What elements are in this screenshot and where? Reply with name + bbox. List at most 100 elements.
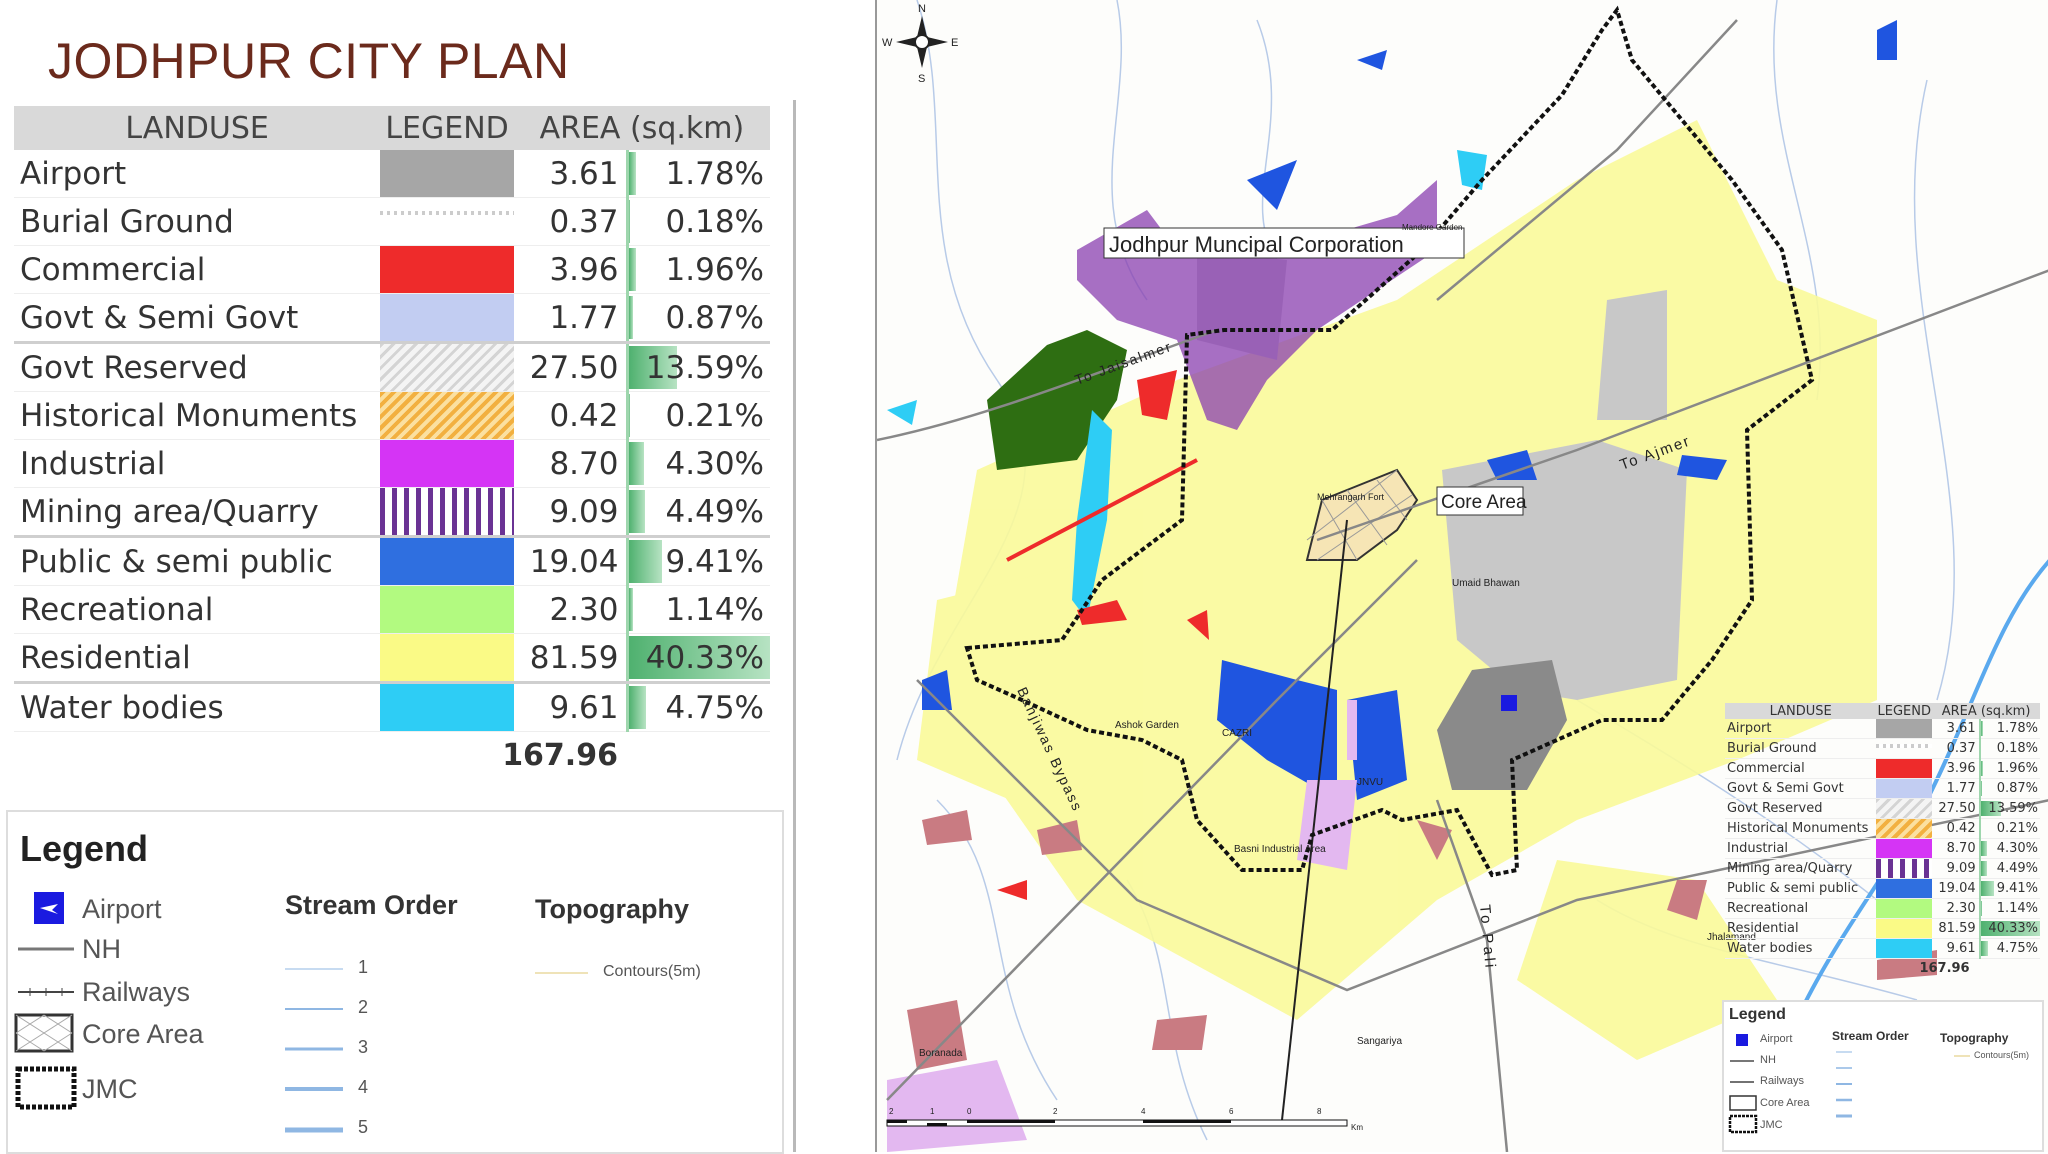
area-value: 3.61 bbox=[514, 150, 628, 198]
core-area-icon bbox=[16, 1015, 72, 1051]
legend-swatch bbox=[1876, 879, 1932, 899]
legend-swatch bbox=[1876, 819, 1932, 839]
page-title: JODHPUR CITY PLAN bbox=[48, 32, 570, 90]
area-value: 3.96 bbox=[1932, 759, 1979, 779]
area-value: 81.59 bbox=[514, 634, 628, 683]
percent-text: 4.30% bbox=[666, 446, 764, 482]
swatch-fill bbox=[380, 344, 514, 391]
swatch-fill bbox=[380, 294, 514, 341]
header-legend: LEGEND bbox=[380, 106, 514, 150]
percent-text: 0.87% bbox=[666, 300, 764, 336]
percent-data-bar bbox=[629, 296, 632, 339]
swatch-fill bbox=[1876, 839, 1932, 858]
compass-n: N bbox=[918, 3, 926, 15]
legend-swatch bbox=[380, 683, 514, 732]
landuse-name: Recreational bbox=[1725, 899, 1876, 919]
jmc-boundary-icon bbox=[18, 1069, 74, 1107]
percent-text: 4.49% bbox=[1997, 861, 2038, 876]
total-spacer bbox=[628, 732, 770, 779]
jmc-callout: Jodhpur Muncipal Corporation bbox=[1104, 228, 1464, 258]
area-percent: 40.33% bbox=[628, 634, 770, 683]
core-area-callout: Core Area bbox=[1437, 487, 1527, 515]
legend-swatch bbox=[380, 246, 514, 294]
landuse-name: Govt & Semi Govt bbox=[1725, 779, 1876, 799]
percent-text: 9.41% bbox=[666, 544, 764, 580]
legend-swatch bbox=[1876, 739, 1932, 759]
area-value: 0.42 bbox=[1932, 819, 1979, 839]
percent-text: 1.14% bbox=[666, 592, 764, 628]
landuse-name: Industrial bbox=[14, 440, 380, 488]
percent-data-bar bbox=[629, 588, 633, 631]
legend-airport-label: Airport bbox=[1760, 1033, 1792, 1045]
total-spacer bbox=[1980, 959, 2040, 978]
legend-swatch bbox=[1876, 719, 1932, 739]
percent-text: 1.78% bbox=[666, 156, 764, 192]
place-mandore: Mandore Garden bbox=[1402, 223, 1462, 232]
percent-text: 0.18% bbox=[666, 204, 764, 240]
area-value: 3.96 bbox=[514, 246, 628, 294]
percent-data-bar bbox=[629, 442, 644, 485]
percent-text: 0.21% bbox=[1997, 821, 2038, 836]
percent-data-bar bbox=[629, 394, 630, 437]
swatch-fill bbox=[1876, 899, 1932, 918]
area-value: 27.50 bbox=[514, 343, 628, 392]
legend-swatch bbox=[1876, 839, 1932, 859]
total-area: 167.96 bbox=[380, 732, 628, 779]
inset-total-row: 167.96 bbox=[1725, 959, 2040, 978]
swatch-fill bbox=[1876, 759, 1932, 778]
swatch-fill bbox=[380, 488, 514, 535]
scale-tick: 2 bbox=[889, 1107, 894, 1116]
contours-label: Contours(5m) bbox=[603, 963, 701, 981]
inset-header-landuse: LANDUSE bbox=[1725, 703, 1876, 719]
landuse-name: Mining area/Quarry bbox=[14, 488, 380, 537]
scale-tick: 1 bbox=[930, 1107, 935, 1116]
legend-swatch bbox=[1876, 779, 1932, 799]
percent-text: 4.75% bbox=[666, 690, 764, 726]
inset-header-legend: LEGEND bbox=[1876, 703, 1932, 719]
place-boranada: Boranada bbox=[919, 1048, 963, 1059]
table-row: Airport 3.61 1.78% bbox=[14, 150, 770, 198]
area-value: 9.61 bbox=[514, 683, 628, 732]
area-value: 9.61 bbox=[1932, 939, 1979, 959]
legend-swatch bbox=[1876, 759, 1932, 779]
landuse-name: Airport bbox=[1725, 719, 1876, 739]
stream-level: 2 bbox=[358, 997, 368, 1018]
legend-swatch bbox=[380, 440, 514, 488]
compass-e: E bbox=[951, 37, 958, 49]
swatch-fill bbox=[380, 538, 514, 585]
map-legend: Legend Airport NH Railways Core Area JMC… bbox=[6, 810, 784, 1154]
landuse-name: Airport bbox=[14, 150, 380, 198]
percent-data-bar bbox=[629, 490, 645, 533]
area-value: 19.04 bbox=[1932, 879, 1979, 899]
area-percent: 0.21% bbox=[1980, 819, 2040, 839]
area-value: 3.61 bbox=[1932, 719, 1979, 739]
landuse-name: Public & semi public bbox=[1725, 879, 1876, 899]
swatch-fill bbox=[380, 198, 514, 245]
legend-swatch bbox=[380, 294, 514, 343]
legend-core-area-label: Core Area bbox=[82, 1019, 204, 1050]
legend-swatch bbox=[1876, 899, 1932, 919]
area-percent: 13.59% bbox=[628, 343, 770, 392]
percent-data-bar bbox=[629, 248, 636, 291]
area-value: 9.09 bbox=[514, 488, 628, 537]
swatch-fill bbox=[1876, 719, 1932, 738]
stream-level: 4 bbox=[358, 1077, 368, 1098]
scale-tick: 6 bbox=[1229, 1107, 1234, 1116]
inset-map-legend: Legend Airport NH Railways Core Area JMC… bbox=[1722, 1000, 2044, 1152]
percent-data-bar bbox=[1981, 861, 1988, 876]
percent-data-bar bbox=[1981, 941, 1988, 956]
area-percent: 1.78% bbox=[1980, 719, 2040, 739]
